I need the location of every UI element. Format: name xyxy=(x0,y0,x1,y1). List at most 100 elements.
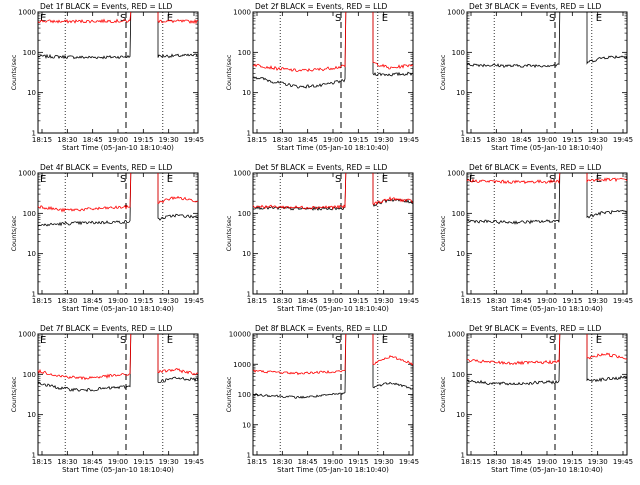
x-tick-label: 19:45 xyxy=(613,458,633,466)
y-tick-label: 100 xyxy=(238,391,251,399)
series-line-events-after xyxy=(157,334,199,384)
x-tick-label: 19:00 xyxy=(108,136,128,144)
y-tick-label: 10 xyxy=(27,89,36,97)
x-tick-label: 19:00 xyxy=(537,297,557,305)
x-axis-label: Start Time (05-Jan-10 18:10:40) xyxy=(62,144,174,152)
x-tick-label: 18:15 xyxy=(32,458,52,466)
panel-title: Det 1f BLACK = Events, RED = LLD xyxy=(40,2,173,11)
event-marker-label: S xyxy=(120,174,126,185)
x-tick-label: 19:15 xyxy=(348,297,368,305)
event-marker-label: E xyxy=(40,335,46,346)
x-axis-label: Start Time (05-Jan-10 18:10:40) xyxy=(491,466,603,474)
y-tick-label: 100 xyxy=(452,49,465,57)
panel-title: Det 4f BLACK = Events, RED = LLD xyxy=(40,163,173,172)
x-tick-label: 19:30 xyxy=(588,136,608,144)
y-tick-label: 1 xyxy=(461,291,465,299)
event-marker-label: S xyxy=(549,335,555,346)
panel-title: Det 6f BLACK = Events, RED = LLD xyxy=(469,163,602,172)
y-tick-label: 10000 xyxy=(229,331,251,339)
x-tick-label: 19:00 xyxy=(323,297,343,305)
x-tick-label: 19:00 xyxy=(323,458,343,466)
x-tick-label: 19:15 xyxy=(562,136,582,144)
y-tick-label: 10 xyxy=(456,250,465,258)
series-line-events xyxy=(37,172,132,227)
y-axis-label: Counts/sec xyxy=(439,215,447,251)
x-tick-label: 19:30 xyxy=(159,458,179,466)
series-line-lld xyxy=(252,172,347,210)
x-tick-label: 19:30 xyxy=(374,458,394,466)
x-tick-label: 19:45 xyxy=(399,136,419,144)
x-tick-label: 18:45 xyxy=(512,136,532,144)
y-tick-label: 10 xyxy=(242,421,251,429)
series-line-events-after xyxy=(586,173,628,219)
event-marker-label: E xyxy=(40,174,46,185)
x-tick-label: 19:45 xyxy=(613,136,633,144)
x-axis-label: Start Time (05-Jan-10 18:10:40) xyxy=(62,466,174,474)
event-marker-label: E xyxy=(40,13,46,24)
plot-frame xyxy=(252,11,414,134)
x-axis-label: Start Time (05-Jan-10 18:10:40) xyxy=(62,305,174,313)
y-axis-label: Counts/sec xyxy=(225,215,233,251)
y-tick-label: 1000 xyxy=(233,361,251,369)
x-axis-label: Start Time (05-Jan-10 18:10:40) xyxy=(277,144,389,152)
series-line-lld xyxy=(37,11,132,24)
detector-panel-8: Det 8f BLACK = Events, RED = LLD 1 10 100 10… xyxy=(225,324,419,474)
x-tick-label: 19:00 xyxy=(323,136,343,144)
y-axis-label: Counts/sec xyxy=(10,376,18,412)
y-tick-label: 100 xyxy=(23,49,36,57)
x-tick-label: 19:00 xyxy=(537,458,557,466)
x-tick-label: 19:45 xyxy=(184,136,204,144)
x-tick-label: 19:30 xyxy=(374,136,394,144)
series-line-events xyxy=(37,11,132,60)
x-tick-label: 18:45 xyxy=(298,458,318,466)
x-tick-label: 19:45 xyxy=(184,297,204,305)
series-line-events xyxy=(252,172,347,211)
x-tick-label: 18:30 xyxy=(486,136,506,144)
event-marker-label: E xyxy=(167,13,173,24)
x-tick-label: 19:15 xyxy=(133,136,153,144)
plot-frame xyxy=(466,11,628,134)
y-tick-label: 1000 xyxy=(18,170,36,178)
event-marker-label: S xyxy=(335,13,341,24)
series-line-events xyxy=(252,11,347,89)
series-line-events-after xyxy=(372,334,414,390)
x-tick-label: 18:45 xyxy=(512,297,532,305)
event-marker-label: S xyxy=(549,13,555,24)
x-tick-label: 19:30 xyxy=(159,297,179,305)
series-line-lld xyxy=(466,172,561,185)
x-tick-label: 18:30 xyxy=(57,297,77,305)
detector-panel-1: Det 1f BLACK = Events, RED = LLD 1 10 100 10… xyxy=(10,2,204,152)
x-tick-label: 18:15 xyxy=(247,458,267,466)
series-line-lld xyxy=(252,11,347,73)
series-line-lld xyxy=(466,333,561,366)
y-tick-label: 10 xyxy=(27,411,36,419)
event-marker-label: E xyxy=(469,174,475,185)
x-tick-label: 18:30 xyxy=(57,136,77,144)
plot-frame xyxy=(252,172,414,295)
x-tick-label: 18:15 xyxy=(461,136,481,144)
y-tick-label: 1000 xyxy=(18,331,36,339)
x-axis-label: Start Time (05-Jan-10 18:10:40) xyxy=(277,466,389,474)
x-tick-label: 19:15 xyxy=(562,297,582,305)
detector-panel-5: Det 5f BLACK = Events, RED = LLD 1 10 100 10… xyxy=(225,163,419,313)
series-line-lld-after xyxy=(586,334,628,360)
detector-panel-7: Det 7f BLACK = Events, RED = LLD 1 10 100 10… xyxy=(10,324,204,474)
detector-panel-6: Det 6f BLACK = Events, RED = LLD 1 10 100 10… xyxy=(439,163,633,313)
plot-frame xyxy=(252,333,414,456)
y-tick-label: 1000 xyxy=(233,170,251,178)
series-line-lld-after xyxy=(157,173,199,204)
series-line-lld-after xyxy=(372,334,414,366)
panel-title: Det 2f BLACK = Events, RED = LLD xyxy=(255,2,388,11)
y-tick-label: 10 xyxy=(242,250,251,258)
x-tick-label: 19:15 xyxy=(562,458,582,466)
x-tick-label: 18:45 xyxy=(512,458,532,466)
event-marker-label: S xyxy=(335,174,341,185)
x-tick-label: 18:45 xyxy=(83,458,103,466)
x-tick-label: 19:45 xyxy=(399,297,419,305)
series-line-lld xyxy=(37,172,132,213)
series-line-lld xyxy=(252,333,347,376)
event-marker-label: E xyxy=(382,335,388,346)
y-axis-label: Counts/sec xyxy=(10,54,18,90)
y-tick-label: 100 xyxy=(452,210,465,218)
